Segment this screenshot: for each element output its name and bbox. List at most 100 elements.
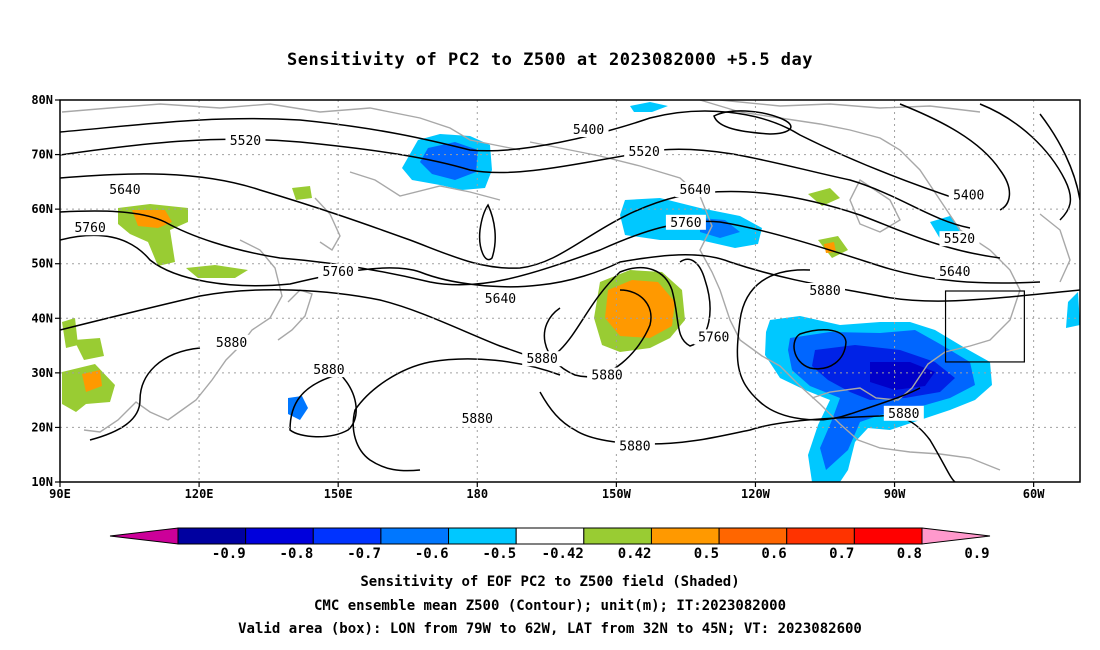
colorbar-label: -0.9 [212,546,246,562]
contour-label: 5640 [485,292,516,307]
colorbar-swatch [583,527,652,545]
negative-patch-atlantic [1066,292,1080,328]
z500-contours [60,103,1080,482]
contour-label-bg [939,231,980,247]
colorbar-label: -0.5 [482,546,516,562]
longitude-labels: 90E 120E 150E 180 150W 120W 90W 60W [49,482,1045,501]
contour-label-bg [522,351,563,367]
contour-label: 5880 [809,284,840,299]
lon-tick-label: 150W [602,487,632,501]
colorbar-label: 0.8 [897,546,922,562]
contour-label: 5760 [74,221,105,236]
contour-label-bg [318,263,359,279]
lon-tick-label: 90E [49,487,71,501]
contour-label: 5760 [323,265,354,280]
contour-label: 5760 [670,216,701,231]
negative-patch-arctic [630,102,668,112]
colorbar-label: 0.5 [694,546,719,562]
colorbar-label: -0.8 [280,546,314,562]
colorbar-left-arrow [109,527,179,545]
colorbar: -0.9 -0.8 -0.7 -0.6 -0.5 -0.42 0.42 0.5 0.6 0.7 0.… [109,527,991,562]
contour-label: 5880 [313,363,344,378]
colorbar-swatch [380,527,450,545]
contour-label: 5640 [939,265,970,280]
lat-tick-label: 80N [31,93,53,107]
coastlines [61,100,1071,471]
colorbar-label: -0.42 [542,546,584,562]
colorbar-label: 0.7 [829,546,854,562]
contour-label: 5520 [230,134,261,149]
lon-tick-label: 150E [324,487,353,501]
lat-lon-grid [60,100,1080,482]
contour-label: 5880 [619,440,650,455]
colorbar-label: 0.42 [618,546,652,562]
colorbar-label: 0.6 [761,546,786,562]
negative-patch-southeast-us-inner [870,362,935,390]
colorbar-swatch [312,527,382,545]
map-frame [59,99,1081,483]
contour-label-bg [624,143,665,159]
lat-tick-label: 30N [31,366,53,380]
contour-label: 5880 [591,369,622,384]
contour-label: 5520 [944,232,975,247]
colorbar-swatch [650,527,720,545]
positive-patch-china-a [74,338,104,360]
colorbar-swatch [448,527,517,545]
colorbar-swatch [177,527,247,545]
contour-label-bg [614,438,655,454]
contour-label-bg [948,187,989,203]
lon-tick-label: 120E [185,487,214,501]
contour-label-bg [934,263,975,279]
contour-label-bg [104,182,145,198]
contour-label-bg [568,122,609,138]
contour-label-bg [675,182,716,198]
contour-label: 5520 [629,145,660,160]
contour-label-bg [480,291,521,307]
lat-tick-label: 60N [31,202,53,216]
colorbar-swatch [245,527,314,545]
contour-label: 5400 [953,189,984,204]
lat-tick-label: 50N [31,257,53,271]
colorbar-label: 0.9 [964,546,989,562]
positive-patch-tibet [62,318,78,348]
contour-label-bg [587,367,628,383]
latitude-labels: 80N 70N 60N 50N 40N 30N 20N 10N [31,93,60,489]
shaded-sensitivity [62,102,1080,482]
contour-labels: 5520 5400 5520 5640 5640 5400 5760 5760 5520 5760… [70,122,989,455]
positive-patch-kamchatka [292,186,312,200]
contour-label-bg [883,405,924,421]
contour-label-bg [211,334,252,350]
negative-patch-gulf-alaska-core [700,218,740,238]
positive-patch-mongolia [186,265,248,278]
lon-tick-label: 90W [884,487,906,501]
contour-label-bg [665,214,706,230]
contour-label-bg [693,329,734,345]
lon-tick-label: 120W [741,487,771,501]
lat-tick-label: 20N [31,420,53,434]
contour-label-bg [70,220,111,236]
contour-label: 5760 [698,330,729,345]
positive-patch-north-pacific-core [605,280,675,338]
contour-label: 5640 [109,183,140,198]
negative-patch-bering-core [420,142,478,180]
colorbar-label: -0.7 [347,546,381,562]
map-title: Sensitivity of PC2 to Z500 at 2023082000… [286,50,813,70]
colorbar-swatch [515,527,585,545]
contour-label: 5880 [527,352,558,367]
lon-tick-label: 60W [1023,487,1045,501]
colorbar-label: -0.6 [415,546,449,562]
contour-label-bg [805,283,845,298]
positive-patch-china-core [82,370,102,392]
positive-patch-hudson-bay [808,188,840,206]
contour-label-bg [225,132,266,148]
contour-label-bg [308,362,349,378]
positive-patch-great-lakes-core [824,242,836,253]
contour-label: 5880 [216,336,247,351]
contour-label: 5880 [888,407,919,422]
contour-label-bg [457,411,498,427]
contour-label: 5880 [462,412,493,427]
lat-tick-label: 70N [31,148,53,162]
lat-tick-label: 10N [31,475,53,489]
contour-label: 5400 [573,123,604,138]
